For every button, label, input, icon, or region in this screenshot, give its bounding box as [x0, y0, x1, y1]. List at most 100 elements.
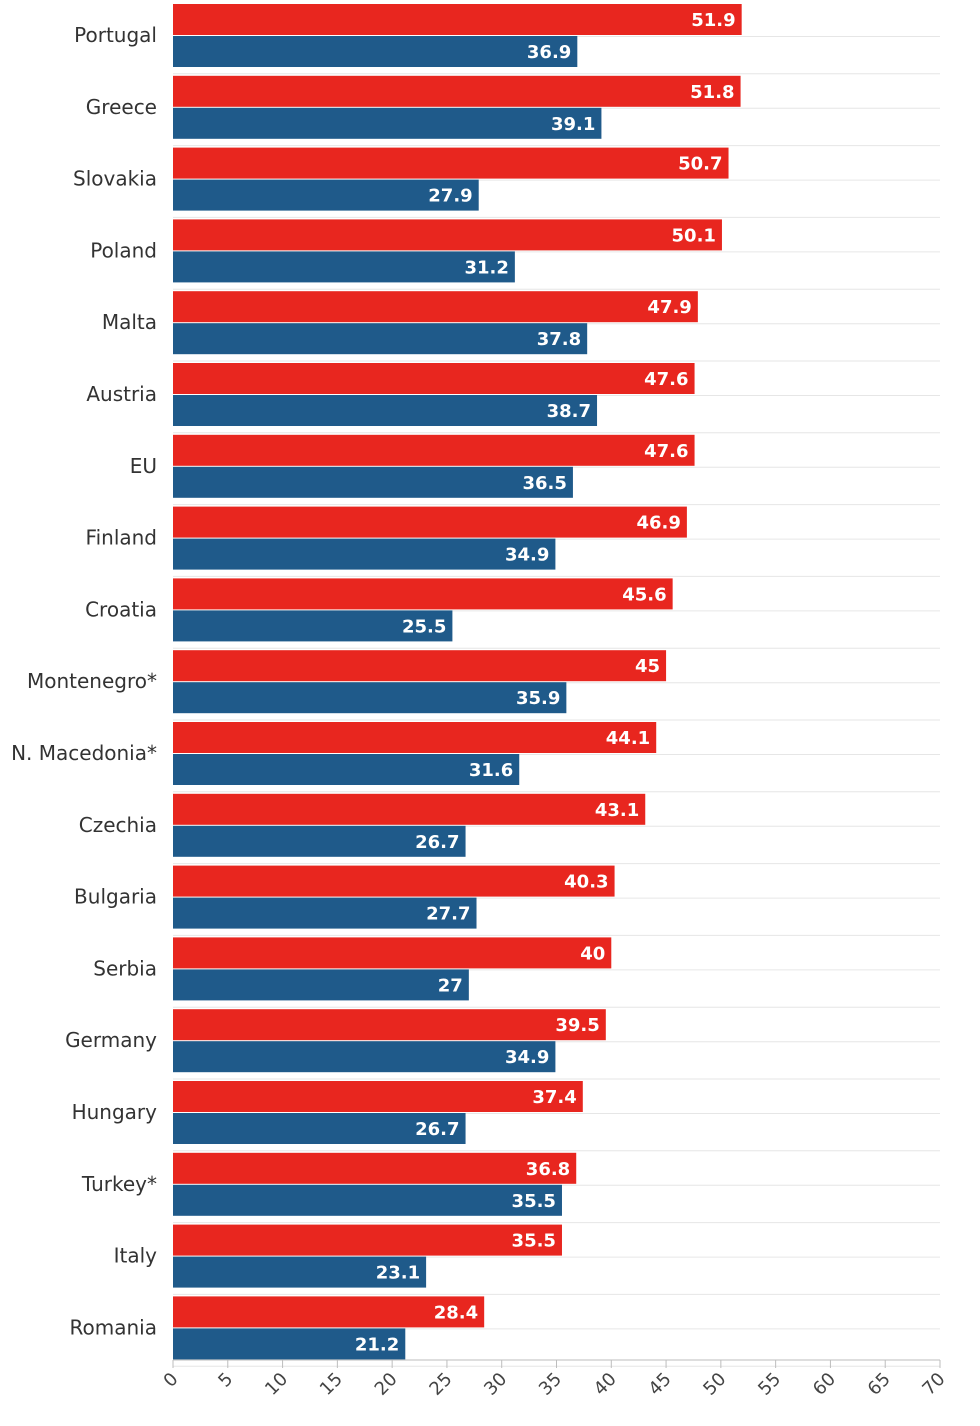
- category-label: Italy: [114, 1244, 158, 1268]
- bar-value-label: 35.5: [512, 1231, 556, 1252]
- bar-red: [173, 506, 687, 538]
- bar-blue: [173, 466, 573, 498]
- bar-value-label: 43.1: [595, 800, 639, 821]
- bar-blue: [173, 1256, 427, 1288]
- bar-blue: [173, 36, 578, 67]
- category-label: Austria: [86, 382, 157, 406]
- bar-red: [173, 291, 698, 323]
- category-label: Finland: [86, 526, 157, 550]
- category-label: Romania: [70, 1315, 157, 1339]
- bar-red: [173, 1152, 577, 1184]
- bar-value-label: 47.6: [644, 441, 688, 462]
- bar-blue: [173, 395, 598, 426]
- bar-red: [173, 865, 615, 897]
- bar-red: [173, 147, 729, 179]
- bar-red: [173, 1296, 485, 1328]
- bar-blue: [173, 107, 602, 139]
- bar-red: [173, 722, 657, 753]
- bar-red: [173, 434, 695, 466]
- bar-value-label: 47.9: [647, 297, 691, 318]
- bar-value-label: 44.1: [606, 728, 650, 749]
- bar-red: [173, 4, 742, 35]
- bar-blue: [173, 969, 469, 1001]
- bar-value-label: 51.8: [690, 82, 734, 103]
- category-label: Serbia: [93, 956, 157, 980]
- bars: 51.9 36.9 51.8 39.1 50.7 27.9 50.1 31.2 47.9 37.8…: [173, 4, 742, 1360]
- bar-value-label: 40.3: [564, 872, 608, 893]
- bar-blue: [173, 1184, 562, 1216]
- bar-red: [173, 1081, 583, 1112]
- bar-value-label: 38.7: [547, 401, 591, 422]
- bar-value-label: 36.8: [526, 1159, 570, 1180]
- bar-value-label: 47.6: [644, 369, 688, 390]
- x-tick-label: 5: [214, 1369, 237, 1392]
- x-tick-label: 30: [480, 1369, 511, 1400]
- bar-blue: [173, 825, 466, 857]
- bar-value-label: 26.7: [415, 832, 459, 853]
- bar-value-label: 45: [635, 656, 660, 677]
- bar-value-label: 36.9: [527, 42, 571, 63]
- category-label: Croatia: [85, 597, 157, 621]
- bar-value-label: 28.4: [434, 1302, 478, 1323]
- category-label: Germany: [65, 1028, 157, 1052]
- bar-value-label: 46.9: [636, 513, 680, 534]
- bar-red: [173, 75, 741, 107]
- category-label: Poland: [90, 238, 157, 262]
- bar-blue: [173, 538, 556, 570]
- bar-red: [173, 578, 673, 610]
- bar-value-label: 34.9: [505, 545, 549, 566]
- bar-blue: [173, 323, 588, 355]
- bar-value-label: 21.2: [355, 1334, 399, 1355]
- category-label: Montenegro*: [27, 669, 157, 693]
- category-label: N. Macedonia*: [11, 741, 157, 765]
- category-label: Bulgaria: [74, 885, 157, 909]
- bar-value-label: 45.6: [622, 584, 666, 605]
- bar-value-label: 40: [580, 943, 605, 964]
- category-label: EU: [130, 454, 157, 478]
- bar-value-label: 23.1: [376, 1263, 420, 1284]
- bar-value-label: 35.5: [512, 1191, 556, 1212]
- bar-value-label: 31.6: [469, 760, 513, 781]
- category-label: Hungary: [72, 1100, 158, 1124]
- bar-value-label: 36.5: [523, 473, 567, 494]
- bar-value-label: 27.7: [426, 904, 470, 925]
- bar-blue: [173, 1041, 556, 1073]
- bar-blue: [173, 682, 567, 714]
- category-label: Slovakia: [73, 167, 157, 191]
- bar-blue: [173, 179, 479, 211]
- bar-blue: [173, 754, 520, 785]
- category-label: Czechia: [79, 813, 157, 837]
- bar-blue: [173, 251, 515, 283]
- category-label: Portugal: [74, 23, 157, 47]
- category-labels: Portugal Greece Slovakia Poland Malta Austria…: [11, 23, 157, 1339]
- x-tick-label: 25: [425, 1369, 456, 1400]
- bar-value-label: 34.9: [505, 1047, 549, 1068]
- bar-value-label: 39.5: [555, 1015, 599, 1036]
- bar-red: [173, 1224, 562, 1256]
- x-tick-label: 55: [754, 1369, 785, 1400]
- x-tick-label: 20: [371, 1369, 402, 1400]
- x-axis: [172, 1359, 941, 1368]
- x-tick-label: 35: [535, 1369, 566, 1400]
- bar-blue: [173, 1113, 466, 1144]
- bar-red: [173, 793, 646, 825]
- x-tick-label: 70: [918, 1369, 949, 1400]
- bar-red: [173, 650, 667, 682]
- category-label: Turkey*: [81, 1172, 157, 1196]
- bar-value-label: 27: [438, 975, 463, 996]
- x-tick-label: 15: [316, 1369, 347, 1400]
- bar-value-label: 37.8: [537, 329, 581, 350]
- bar-blue: [173, 897, 477, 929]
- bar-red: [173, 937, 612, 969]
- category-label: Malta: [102, 310, 157, 334]
- bar-value-label: 27.9: [428, 186, 472, 207]
- bar-red: [173, 219, 722, 251]
- x-tick-label: 60: [809, 1369, 840, 1400]
- bar-value-label: 37.4: [532, 1087, 576, 1108]
- x-tick-label: 40: [590, 1369, 621, 1400]
- bar-blue: [173, 1328, 406, 1360]
- bar-value-label: 26.7: [415, 1119, 459, 1140]
- x-tick-label: 65: [864, 1369, 895, 1400]
